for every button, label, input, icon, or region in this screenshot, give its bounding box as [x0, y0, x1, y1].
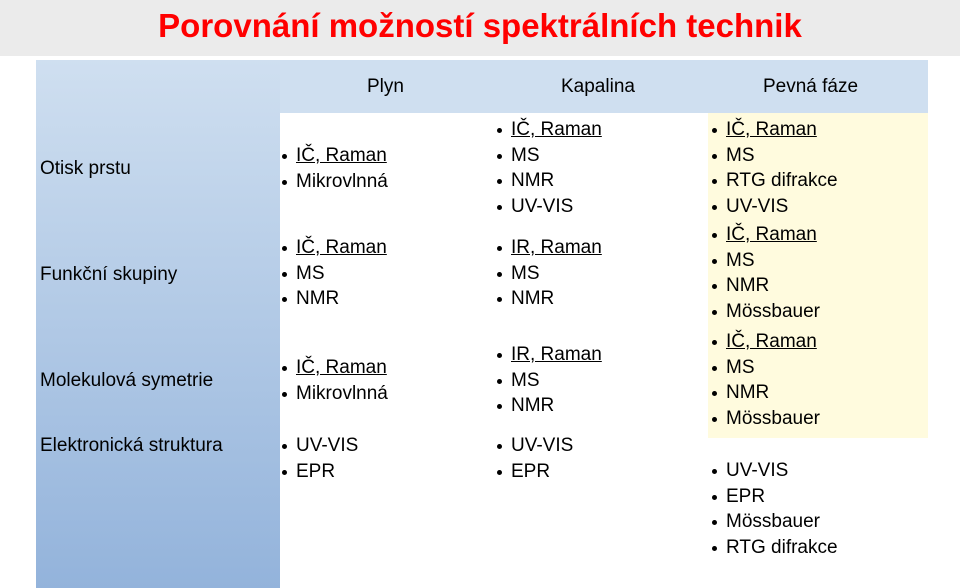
- cell-electronic-structure-gas: UV-VIS EPR: [282, 433, 358, 484]
- list-item: IČ, Raman: [282, 355, 388, 381]
- cell-functional-groups-gas: IČ, Raman MS NMR: [282, 235, 387, 312]
- list-item: MS: [282, 261, 387, 287]
- row-header-fingerprint: Otisk prstu: [40, 158, 131, 179]
- list-item: Mikrovlnná: [282, 169, 388, 195]
- list-item: MS: [712, 143, 838, 169]
- row-header-functional-groups: Funkční skupiny: [40, 264, 178, 285]
- row-header-molecular-symmetry: Molekulová symetrie: [40, 370, 214, 391]
- list-item: Mössbauer: [712, 509, 838, 535]
- list-item: MS: [497, 143, 602, 169]
- page-title: Porovnání možností spektrálních technik: [158, 7, 802, 44]
- list-item: Mössbauer: [712, 299, 820, 325]
- list-item: IČ, Raman: [282, 143, 388, 169]
- list-item: EPR: [712, 484, 838, 510]
- list-item: IČ, Raman: [282, 235, 387, 261]
- list-item: IČ, Raman: [497, 117, 602, 143]
- list-item: UV-VIS: [712, 458, 838, 484]
- row-header-electronic-structure: Elektronická struktura: [40, 435, 223, 456]
- list-item: NMR: [497, 286, 602, 312]
- list-item: Mössbauer: [712, 406, 820, 432]
- list-item: IČ, Raman: [712, 117, 838, 143]
- list-item: IČ, Raman: [712, 329, 820, 355]
- list-item: MS: [712, 355, 820, 381]
- list-item: IR, Raman: [497, 235, 602, 261]
- cell-electronic-structure-solid: UV-VIS EPR Mössbauer RTG difrakce: [712, 458, 838, 560]
- column-header-liquid: Kapalina: [561, 76, 635, 97]
- list-item: EPR: [282, 459, 358, 485]
- cell-fingerprint-gas: IČ, Raman Mikrovlnná: [282, 143, 388, 194]
- list-item: Mikrovlnná: [282, 381, 388, 407]
- list-item: NMR: [497, 393, 602, 419]
- cell-molecular-symmetry-solid: IČ, Raman MS NMR Mössbauer: [712, 329, 820, 431]
- list-item: NMR: [282, 286, 387, 312]
- list-item: UV-VIS: [497, 433, 573, 459]
- list-item: IR, Raman: [497, 342, 602, 368]
- cell-molecular-symmetry-gas: IČ, Raman Mikrovlnná: [282, 355, 388, 406]
- list-item: UV-VIS: [497, 194, 602, 220]
- column-header-row: [280, 60, 928, 113]
- column-header-gas: Plyn: [367, 76, 404, 97]
- cell-functional-groups-solid: IČ, Raman MS NMR Mössbauer: [712, 222, 820, 324]
- list-item: NMR: [712, 273, 820, 299]
- cell-fingerprint-liquid: IČ, Raman MS NMR UV-VIS: [497, 117, 602, 219]
- list-item: RTG difrakce: [712, 535, 838, 561]
- list-item: IČ, Raman: [712, 222, 820, 248]
- list-item: NMR: [712, 380, 820, 406]
- list-item: NMR: [497, 168, 602, 194]
- cell-molecular-symmetry-liquid: IR, Raman MS NMR: [497, 342, 602, 419]
- list-item: MS: [712, 248, 820, 274]
- list-item: UV-VIS: [712, 194, 838, 220]
- list-item: EPR: [497, 459, 573, 485]
- list-item: MS: [497, 261, 602, 287]
- list-item: MS: [497, 368, 602, 394]
- column-header-solid: Pevná fáze: [763, 76, 859, 97]
- row-header-column: [36, 60, 280, 588]
- title-band: [0, 0, 960, 56]
- cell-fingerprint-solid: IČ, Raman MS RTG difrakce UV-VIS: [712, 117, 838, 219]
- list-item: RTG difrakce: [712, 168, 838, 194]
- cell-electronic-structure-liquid: UV-VIS EPR: [497, 433, 573, 484]
- solid-phase-highlight: [708, 113, 928, 438]
- list-item: UV-VIS: [282, 433, 358, 459]
- cell-functional-groups-liquid: IR, Raman MS NMR: [497, 235, 602, 312]
